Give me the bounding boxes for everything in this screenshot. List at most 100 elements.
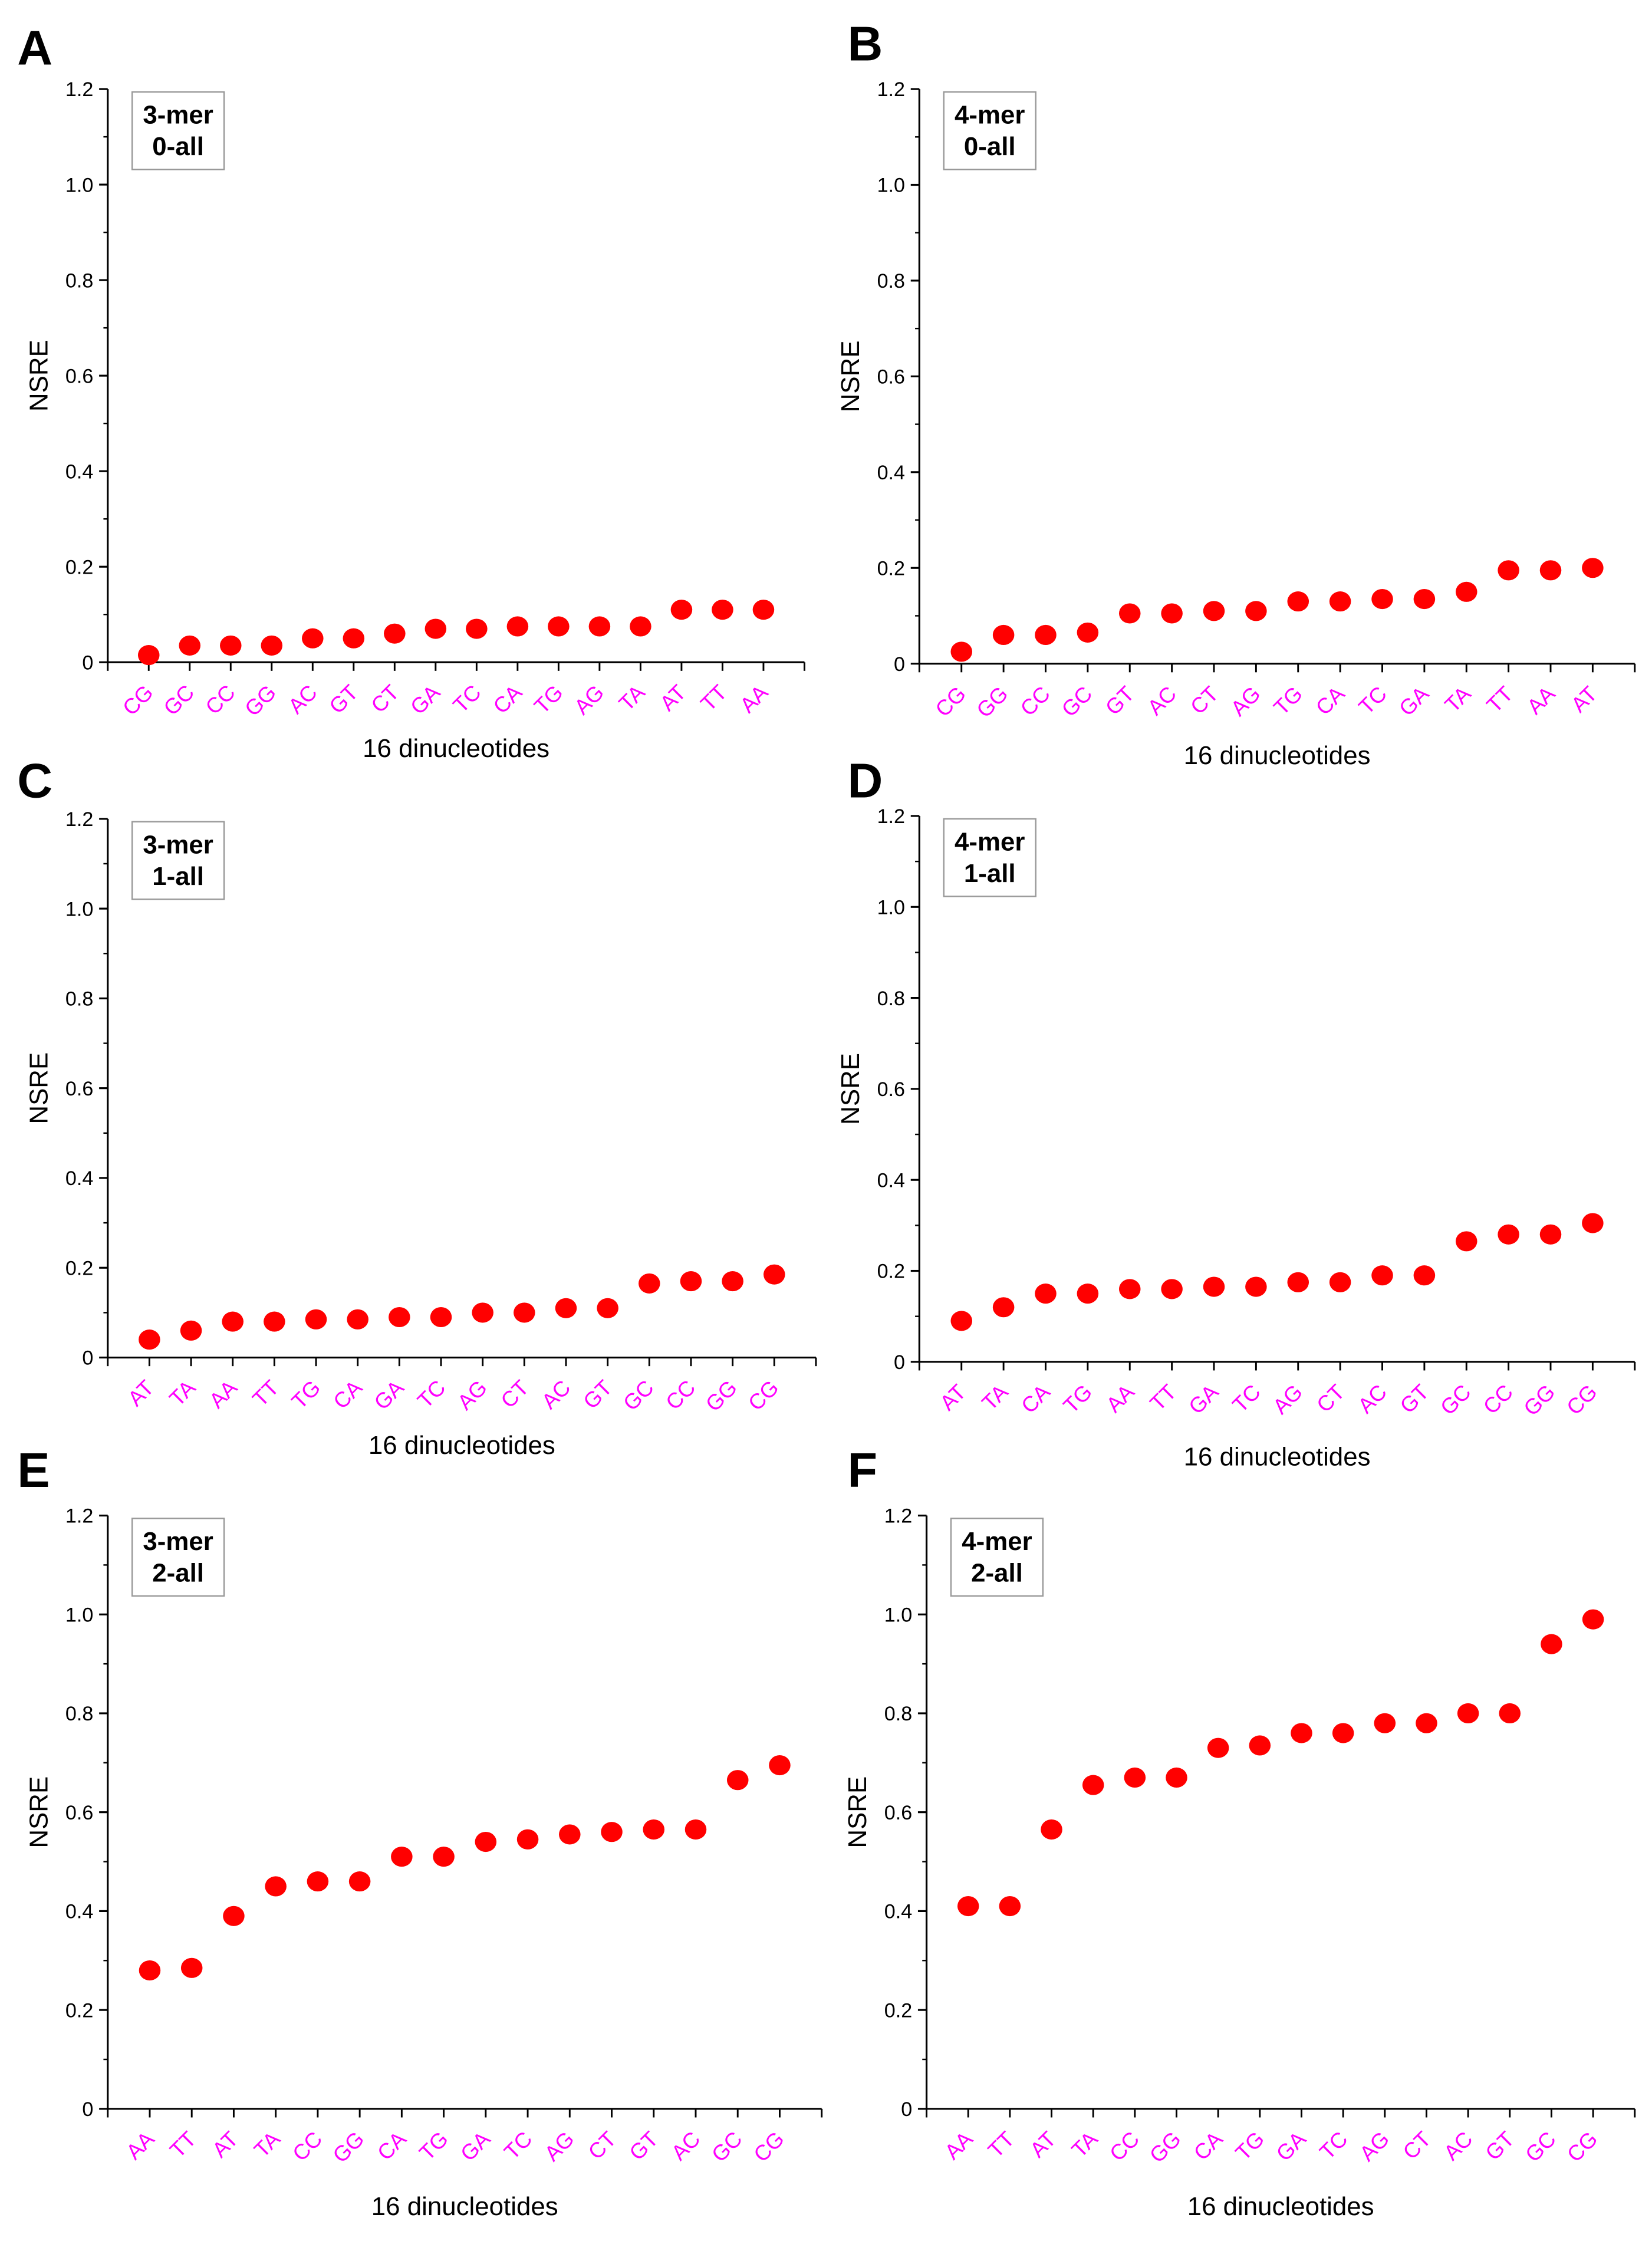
- x-tick-label: AC: [667, 2127, 705, 2165]
- x-tick-label: AG: [453, 1375, 492, 1414]
- y-tick-label: 1.2: [65, 78, 93, 101]
- legend-text: 3-mer: [143, 830, 213, 859]
- x-tick-label: AA: [940, 2127, 978, 2164]
- x-tick-label: AA: [205, 1375, 242, 1413]
- y-tick-label: 0.6: [65, 365, 93, 387]
- data-point: [1329, 591, 1351, 612]
- x-tick-label: AC: [1353, 1380, 1391, 1418]
- y-axis-label: NSRE: [843, 1776, 872, 1848]
- data-point: [1498, 1224, 1519, 1245]
- x-tick-label: TG: [287, 1375, 325, 1414]
- legend-text: 1-all: [964, 859, 1016, 888]
- x-tick-label: CA: [488, 680, 526, 718]
- legend-text: 3-mer: [143, 1527, 213, 1556]
- data-point: [601, 1822, 623, 1842]
- data-point: [1161, 603, 1183, 624]
- y-tick-label: 0.4: [65, 1901, 93, 1923]
- data-point: [1455, 1231, 1477, 1252]
- data-point: [1332, 1723, 1354, 1743]
- x-tick-label: GC: [1436, 1380, 1476, 1420]
- x-tick-label: CG: [1562, 2127, 1602, 2167]
- x-tick-label: CG: [1562, 1380, 1602, 1420]
- x-tick-label: GC: [1521, 2127, 1561, 2167]
- x-tick-label: TT: [983, 2127, 1019, 2163]
- x-tick-label: GG: [1145, 2127, 1186, 2167]
- data-point: [1539, 560, 1562, 581]
- data-point: [752, 600, 775, 620]
- y-tick-label: 1.0: [65, 174, 93, 196]
- data-point: [1041, 1819, 1062, 1840]
- data-point: [992, 1297, 1015, 1318]
- x-tick-label: TT: [1482, 682, 1518, 718]
- y-tick-label: 0.4: [877, 1169, 905, 1192]
- legend-box: [943, 91, 1036, 170]
- legend-box: [950, 1518, 1044, 1597]
- x-tick-label: AC: [1143, 682, 1181, 720]
- x-tick-label: TC: [413, 1375, 450, 1413]
- data-point: [180, 1320, 202, 1341]
- legend-text: 4-mer: [955, 827, 1025, 856]
- data-point: [1582, 1213, 1604, 1233]
- y-tick-label: 1.0: [877, 896, 905, 919]
- data-point: [1416, 1713, 1437, 1733]
- data-point: [139, 1960, 161, 1981]
- x-tick-label: TC: [1228, 1380, 1265, 1417]
- x-tick-label: GT: [624, 2127, 663, 2165]
- data-point: [722, 1271, 743, 1292]
- data-point: [1207, 1737, 1229, 1758]
- x-tick-label: TG: [1230, 2127, 1269, 2165]
- x-tick-label: GA: [1272, 2127, 1311, 2166]
- y-axis-label: NSRE: [836, 1053, 865, 1125]
- y-tick-label: 1.2: [65, 808, 93, 831]
- y-tick-label: 0: [82, 1347, 93, 1370]
- y-tick-label: 0.2: [65, 1999, 93, 2022]
- data-point: [639, 1273, 660, 1294]
- data-point: [1118, 1279, 1141, 1299]
- x-tick-label: CT: [1312, 1380, 1349, 1417]
- x-tick-label: AC: [284, 680, 322, 719]
- data-point: [1371, 1265, 1393, 1286]
- data-point: [1374, 1713, 1396, 1733]
- x-tick-label: GG: [1519, 1380, 1559, 1420]
- data-point: [685, 1819, 707, 1840]
- data-point: [555, 1298, 577, 1318]
- data-point: [1582, 558, 1604, 578]
- y-tick-label: 0: [82, 651, 93, 674]
- data-point: [764, 1264, 785, 1285]
- data-point: [179, 635, 201, 656]
- data-point: [223, 1906, 245, 1926]
- data-point: [1413, 588, 1436, 610]
- data-point: [957, 1896, 979, 1917]
- data-point: [261, 635, 283, 656]
- x-tick-label: GA: [1394, 682, 1434, 721]
- data-point: [220, 635, 242, 656]
- x-tick-label: CT: [584, 2127, 621, 2164]
- x-tick-label: CG: [749, 2127, 789, 2167]
- x-tick-label: CT: [1398, 2127, 1435, 2164]
- data-point: [1539, 1224, 1562, 1245]
- data-point: [466, 618, 488, 639]
- data-point: [1287, 591, 1309, 612]
- y-tick-label: 1.0: [65, 1604, 93, 1626]
- data-point: [548, 616, 570, 637]
- y-tick-label: 0.6: [884, 1802, 912, 1824]
- x-tick-label: AG: [1226, 682, 1265, 720]
- y-axis-label: NSRE: [24, 340, 53, 412]
- x-tick-label: CT: [496, 1375, 533, 1413]
- data-point: [305, 1309, 327, 1330]
- data-point: [597, 1298, 618, 1318]
- x-tick-label: CC: [1479, 1380, 1518, 1419]
- x-tick-label: AC: [537, 1375, 575, 1414]
- data-point: [475, 1831, 497, 1852]
- y-axis-label: NSRE: [24, 1052, 53, 1124]
- data-point: [1203, 1276, 1225, 1297]
- x-axis-label: 16 dinucleotides: [363, 734, 549, 763]
- panel-letter: A: [17, 21, 52, 75]
- data-point: [433, 1847, 455, 1867]
- legend-text: 3-mer: [143, 101, 213, 130]
- data-point: [506, 616, 529, 637]
- x-tick-label: CG: [118, 680, 158, 720]
- data-point: [384, 623, 406, 644]
- y-axis-label: NSRE: [836, 340, 865, 412]
